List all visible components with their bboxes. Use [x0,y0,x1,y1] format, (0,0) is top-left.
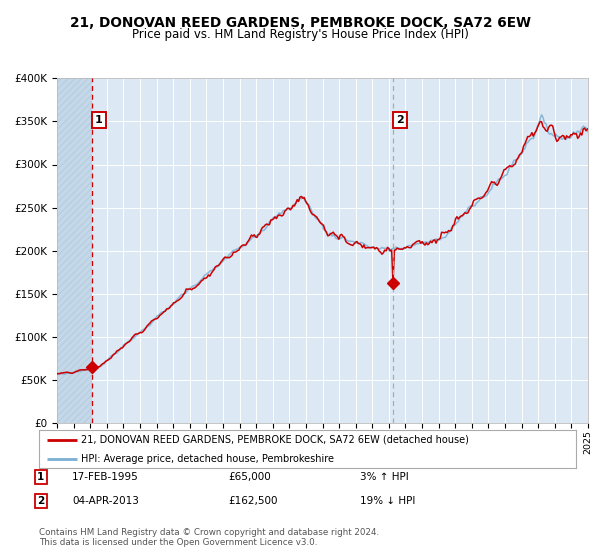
Text: Price paid vs. HM Land Registry's House Price Index (HPI): Price paid vs. HM Land Registry's House … [131,28,469,41]
Text: HPI: Average price, detached house, Pembrokeshire: HPI: Average price, detached house, Pemb… [81,454,334,464]
Text: 21, DONOVAN REED GARDENS, PEMBROKE DOCK, SA72 6EW: 21, DONOVAN REED GARDENS, PEMBROKE DOCK,… [70,16,530,30]
Text: 21, DONOVAN REED GARDENS, PEMBROKE DOCK, SA72 6EW (detached house): 21, DONOVAN REED GARDENS, PEMBROKE DOCK,… [81,435,469,445]
Text: 19% ↓ HPI: 19% ↓ HPI [360,496,415,506]
Text: £65,000: £65,000 [228,472,271,482]
Text: 04-APR-2013: 04-APR-2013 [72,496,139,506]
Text: 1: 1 [37,472,44,482]
Bar [57,78,92,423]
Text: 2: 2 [396,115,404,125]
Text: 1: 1 [95,115,103,125]
Text: Contains HM Land Registry data © Crown copyright and database right 2024.
This d: Contains HM Land Registry data © Crown c… [39,528,379,547]
Text: 3% ↑ HPI: 3% ↑ HPI [360,472,409,482]
Text: £162,500: £162,500 [228,496,277,506]
Text: 2: 2 [37,496,44,506]
Text: 17-FEB-1995: 17-FEB-1995 [72,472,139,482]
